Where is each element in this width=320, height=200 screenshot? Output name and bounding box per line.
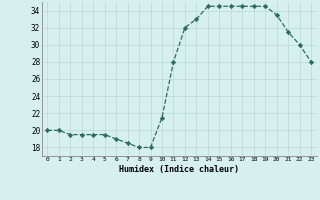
X-axis label: Humidex (Indice chaleur): Humidex (Indice chaleur) xyxy=(119,165,239,174)
